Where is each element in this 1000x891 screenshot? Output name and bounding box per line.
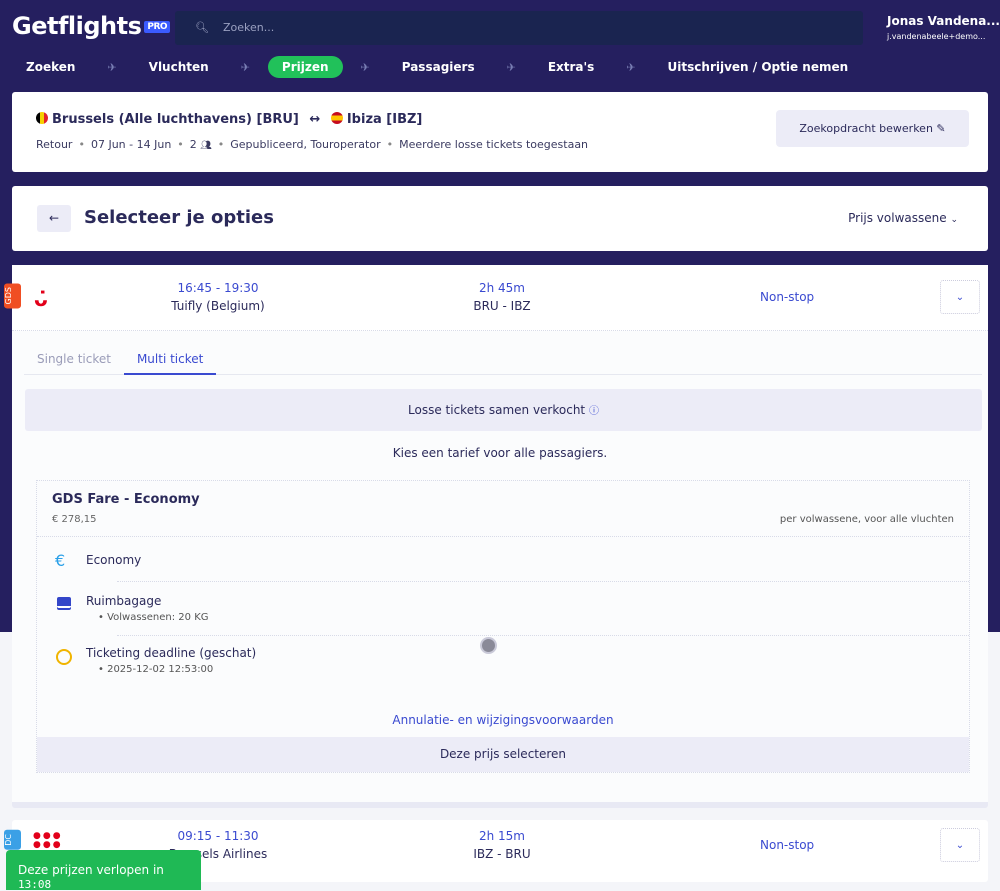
options-header-card: ← Selecteer je opties Prijs volwassene ⌄ [12,186,988,251]
user-menu[interactable]: Jonas Vandena... j.vandenabeele+demo... [887,14,1000,41]
clock-icon [56,649,72,665]
source-badge: DC [4,830,21,850]
tab-single-ticket[interactable]: Single ticket [37,352,111,366]
step-vluchten[interactable]: Vluchten [148,60,209,74]
expiry-timer: 13:08 [18,878,52,891]
flight-card: GDS ᴗ̇ 16:45 - 19:30 Tuifly (Belgium) 2h … [4,265,988,808]
chevron-down-icon: ⌄ [955,840,965,851]
tui-logo-icon: ᴗ̇ [34,287,48,311]
expand-button[interactable]: ⌄ [940,828,980,862]
spain-flag-icon [330,112,343,124]
fare-price-note: per volwassene, voor alle vluchten [779,514,954,525]
step-zoeken[interactable]: Zoeken [26,60,76,74]
step-extras[interactable]: Extra's [547,60,595,74]
search-meta: Retour • 07 Jun - 14 Jun • 2 👥︎ • Gepubliceerd… [36,138,589,151]
price-mode-dropdown[interactable]: Prijs volwassene ⌄ [848,211,958,225]
expiry-toast: Deze prijzen verlopen in 13:08 [6,850,201,891]
search-summary-card: Brussels (Alle luchthavens) [BRU] ↔ Ibiz… [12,92,988,172]
plane-icon: ✈ [506,60,516,74]
step-prijzen[interactable]: Prijzen [267,56,343,78]
chevron-down-icon: ⌄ [955,292,965,303]
plane-icon: ✈ [107,60,117,74]
brussels-airlines-logo-icon: ●●● ●●● [33,831,63,850]
ticket-tabs: Single ticket Multi ticket [24,347,982,375]
search-icon: 🔍︎ [195,21,209,34]
luggage-icon [57,597,71,608]
fare-instruction: Kies een tarief voor alle passagiers. [392,446,608,460]
page-title: Selecteer je opties [84,207,274,228]
select-price-button[interactable]: Deze prijs selecteren [37,737,969,772]
edit-search-button[interactable]: Zoekopdracht bewerken ✎ [776,110,969,147]
fare-card: GDS Fare - Economy € 278,15 per volwasse… [36,480,970,773]
multi-ticket-info: Losse tickets samen verkocht ⓘ [25,389,982,431]
pro-badge: PRO [144,21,171,33]
passengers-icon: 👥︎ [200,141,212,151]
search-input[interactable]: 🔍︎ Zoeken... [175,11,863,45]
chevron-down-icon: ⌄ [950,215,958,225]
mouse-cursor [480,637,497,654]
plane-icon: ✈ [360,60,370,74]
back-button[interactable]: ← [37,205,71,232]
flight-header[interactable]: GDS ᴗ̇ 16:45 - 19:30 Tuifly (Belgium) 2h … [4,265,988,331]
euro-icon: € [55,551,66,570]
logo[interactable]: Getflights PRO [12,12,171,40]
luggage-detail: • Volwassenen: 20 KG [98,612,209,623]
route: Brussels (Alle luchthavens) [BRU] ↔ Ibiz… [36,112,422,127]
expand-button[interactable]: ⌄ [940,280,980,314]
conditions-link[interactable]: Annulatie- en wijzigingsvoorwaarden [392,713,614,727]
fare-price: € 278,15 [52,514,97,525]
pencil-icon: ✎ [936,122,946,135]
deadline-detail: • 2025-12-02 12:53:00 [98,664,214,675]
step-nav: Zoeken ✈ Vluchten ✈ Prijzen ✈ Passagiers ✈ E… [12,55,862,79]
roundtrip-arrow-icon: ↔ [309,112,321,127]
arrow-left-icon: ← [48,211,60,225]
fare-title: GDS Fare - Economy [52,492,200,507]
tab-multi-ticket[interactable]: Multi ticket [123,347,217,375]
source-badge: GDS [4,283,21,309]
step-uitschrijven[interactable]: Uitschrijven / Optie nemen [667,60,849,74]
plane-icon: ✈ [240,60,250,74]
help-icon[interactable]: ⓘ [588,406,599,417]
belgium-flag-icon [36,112,48,124]
step-passagiers[interactable]: Passagiers [401,60,475,74]
fare-class: Economy [86,553,142,567]
plane-icon: ✈ [626,60,636,74]
